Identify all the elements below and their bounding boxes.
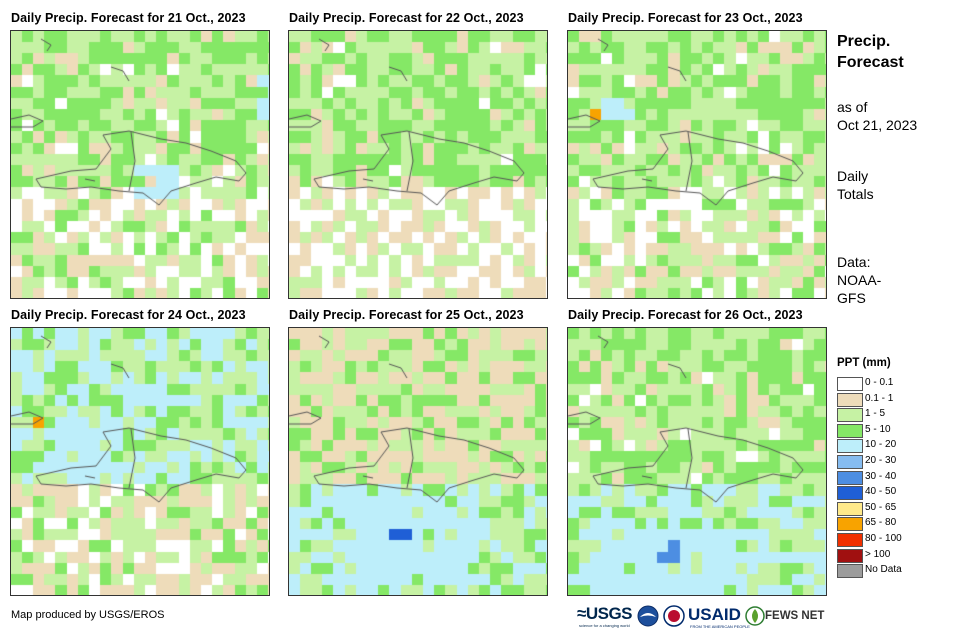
legend-swatch xyxy=(837,486,863,501)
legend-swatch xyxy=(837,377,863,391)
legend-swatch xyxy=(837,392,863,407)
panel-title-6: Daily Precip. Forecast for 26 Oct., 2023 xyxy=(568,308,803,322)
legend-title: PPT (mm) xyxy=(837,357,891,369)
legend-swatch xyxy=(837,564,863,579)
legend-swatch xyxy=(837,548,863,563)
as-of-date: as of Oct 21, 2023 xyxy=(837,99,918,133)
legend-label: 30 - 40 xyxy=(865,470,897,482)
legend-swatch xyxy=(837,501,863,516)
usaid-logo: USAID xyxy=(688,605,741,624)
panel-title-5: Daily Precip. Forecast for 25 Oct., 2023 xyxy=(289,308,524,322)
legend-label: 50 - 65 xyxy=(865,501,897,513)
legend-label: > 100 xyxy=(865,548,891,560)
noaa-logo-icon xyxy=(637,605,659,627)
legend-label: 0 - 0.1 xyxy=(865,377,894,388)
map-panel-3 xyxy=(567,30,827,299)
map-credit: Map produced by USGS/EROS xyxy=(11,609,165,621)
panel-title-3: Daily Precip. Forecast for 23 Oct., 2023 xyxy=(568,11,803,25)
legend-swatch xyxy=(837,470,863,485)
map-panel-4 xyxy=(10,327,270,596)
legend-swatch xyxy=(837,408,863,423)
legend-label: 10 - 20 xyxy=(865,439,897,451)
fews-net-logo: FEWS NET xyxy=(765,610,825,622)
legend-swatch xyxy=(837,439,863,454)
map-panel-2 xyxy=(288,30,548,299)
map-panel-6 xyxy=(567,327,827,596)
data-source: Data: NOAA- GFS xyxy=(837,254,882,306)
panel-title-2: Daily Precip. Forecast for 22 Oct., 2023 xyxy=(289,11,524,25)
legend-swatch xyxy=(837,423,863,438)
usaid-seal-icon xyxy=(663,605,685,627)
fews-net-leaf-icon xyxy=(745,606,765,626)
legend-label: 0.1 - 1 xyxy=(865,392,894,404)
legend-swatch xyxy=(837,517,863,532)
legend-swatch xyxy=(837,454,863,469)
map-panel-1 xyxy=(10,30,270,299)
usgs-logo: ≈USGS xyxy=(577,604,633,623)
map-panel-5 xyxy=(288,327,548,596)
legend-label: 80 - 100 xyxy=(865,532,902,544)
usgs-logo-tagline: science for a changing world xyxy=(579,623,630,628)
legend-label: 40 - 50 xyxy=(865,486,897,498)
legend-label: 65 - 80 xyxy=(865,517,897,529)
legend-label: No Data xyxy=(865,564,902,576)
daily-totals-label: Daily Totals xyxy=(837,168,874,202)
panel-title-1: Daily Precip. Forecast for 21 Oct., 2023 xyxy=(11,11,246,25)
legend-label: 5 - 10 xyxy=(865,423,891,435)
legend-swatch xyxy=(837,532,863,547)
legend-label: 20 - 30 xyxy=(865,454,897,466)
panel-title-4: Daily Precip. Forecast for 24 Oct., 2023 xyxy=(11,308,246,322)
side-title: Precip. Forecast xyxy=(837,33,904,71)
usaid-logo-tagline: FROM THE AMERICAN PEOPLE xyxy=(690,624,750,629)
legend-label: 1 - 5 xyxy=(865,408,886,420)
